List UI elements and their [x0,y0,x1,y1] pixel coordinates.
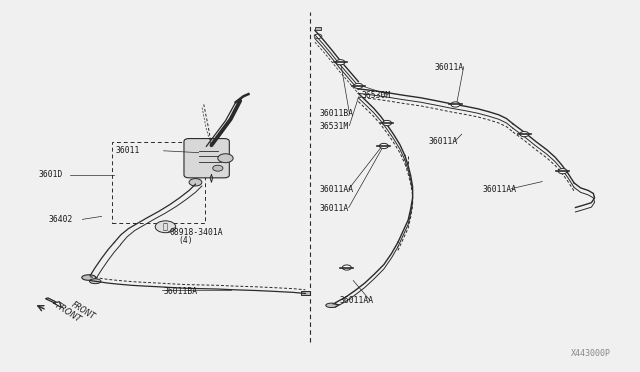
Polygon shape [45,298,61,308]
Text: FRONT: FRONT [70,300,97,322]
FancyBboxPatch shape [184,138,229,178]
Text: 36011A: 36011A [429,137,458,146]
Bar [113,141,205,223]
Text: 36011A: 36011A [320,204,349,213]
Circle shape [354,83,363,89]
Ellipse shape [82,275,96,280]
Text: FRONT: FRONT [54,302,83,325]
Circle shape [342,265,351,270]
Text: Ⓝ: Ⓝ [163,222,168,231]
Text: 36402: 36402 [49,215,73,224]
Text: 36011AA: 36011AA [320,185,354,194]
Text: 36011AA: 36011AA [339,296,373,305]
Ellipse shape [90,279,101,284]
Circle shape [212,165,223,171]
Text: 36011BA: 36011BA [164,287,198,296]
Text: 36011BA: 36011BA [320,109,354,118]
Text: 3601D: 3601D [39,170,63,179]
Circle shape [336,60,345,65]
Text: 36531M: 36531M [320,122,349,131]
Bar [301,291,310,295]
Circle shape [380,143,388,148]
Ellipse shape [326,303,337,308]
Circle shape [218,154,233,163]
Circle shape [189,179,202,186]
Circle shape [383,121,392,126]
Circle shape [156,221,175,233]
Text: 36011: 36011 [116,146,140,155]
Circle shape [558,169,567,174]
Circle shape [314,34,322,38]
Circle shape [520,132,529,137]
Text: (4): (4) [178,236,193,246]
Text: 36530M: 36530M [362,91,391,100]
Text: 36011A: 36011A [435,63,464,72]
Circle shape [451,102,460,107]
Text: 08918-3401A: 08918-3401A [170,228,223,237]
Text: X443000P: X443000P [571,349,611,358]
Bar [315,28,321,31]
Text: 36011AA: 36011AA [483,185,517,194]
